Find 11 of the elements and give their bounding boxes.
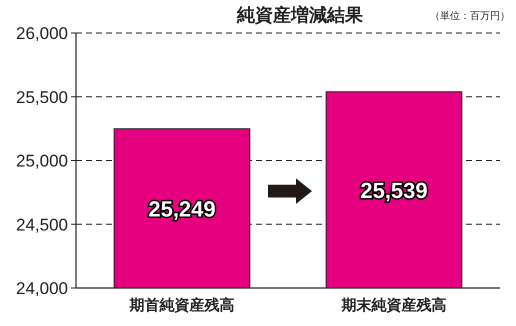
y-tick-label: 24,500: [16, 215, 68, 234]
y-tick-label: 26,000: [16, 24, 68, 43]
x-tick-label: 期首純資産残高: [128, 296, 234, 314]
x-tick-label: 期末純資産残高: [340, 296, 446, 314]
data-label: 25,249: [148, 196, 216, 222]
chart-title: 純資産増減結果: [236, 4, 364, 25]
text: （単位：百万円）: [430, 10, 510, 22]
y-tick-label: 24,000: [16, 279, 68, 298]
data-label: 25,539: [360, 178, 428, 203]
y-tick-label: 25,000: [16, 152, 68, 170]
y-tick-label: 25,500: [16, 88, 68, 107]
